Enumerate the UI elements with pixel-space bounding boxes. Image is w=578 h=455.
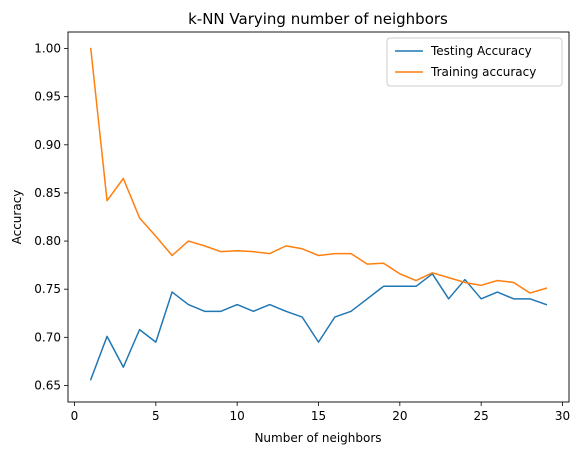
y-tick-label: 0.90 [34,138,61,152]
legend: Testing Accuracy Training accuracy [386,37,563,87]
x-tick-label: 20 [392,409,407,423]
y-tick-label: 0.70 [34,330,61,344]
y-tick-label: 0.85 [34,186,61,200]
x-tick-label: 25 [474,409,489,423]
legend-label-testing-accuracy: Testing Accuracy [430,44,532,58]
y-tick-label: 0.95 [34,90,61,104]
y-tick-label: 1.00 [34,42,61,56]
legend-box [386,37,563,87]
series-line-training-accuracy [89,47,548,294]
y-tick-label: 0.80 [34,234,61,248]
y-tick-label: 0.75 [34,282,61,296]
x-tick-label: 15 [311,409,326,423]
chart-title: k-NN Varying number of neighbors [188,10,448,28]
x-tick-label: 5 [152,409,160,423]
x-tick-label: 30 [555,409,570,423]
x-axis-label: Number of neighbors [254,431,381,445]
x-tick-label: 10 [230,409,245,423]
plot-area [89,47,548,381]
y-axis-label: Accuracy [10,190,24,245]
legend-label-training-accuracy: Training accuracy [430,65,536,79]
x-axis: 0 5 10 15 20 25 30 [71,402,570,423]
y-axis: 0.65 0.70 0.75 0.80 0.85 0.90 0.95 1.00 [34,42,68,392]
y-tick-label: 0.65 [34,378,61,392]
x-tick-label: 0 [71,409,79,423]
series-line-testing-accuracy [89,273,548,381]
